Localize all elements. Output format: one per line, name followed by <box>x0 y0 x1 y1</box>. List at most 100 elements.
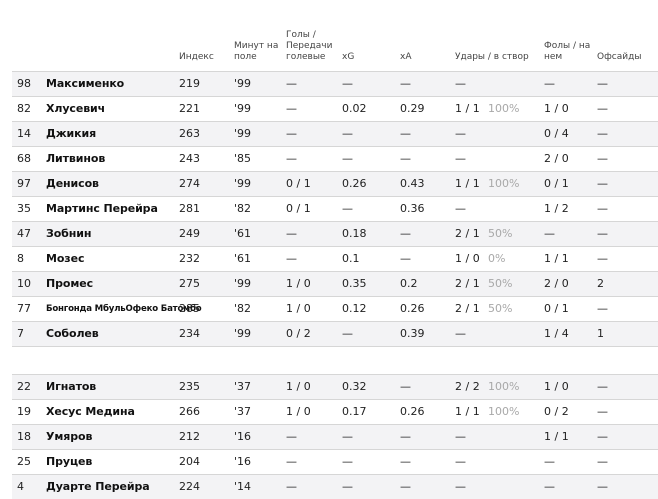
goals-assists: 0 / 2 <box>286 327 311 340</box>
xg-value: — <box>342 127 353 140</box>
xa-value: — <box>400 227 411 240</box>
xg-value: 0.17 <box>342 405 367 418</box>
player-index: 275 <box>179 277 200 290</box>
offsides-value: 1 <box>597 327 604 340</box>
goals-assists: 1 / 0 <box>286 277 311 290</box>
fouls-value: 0 / 2 <box>544 405 569 418</box>
player-name: Денисов <box>46 177 99 190</box>
fouls-value: 0 / 1 <box>544 177 569 190</box>
player-number: 14 <box>17 127 31 140</box>
goals-assists: — <box>286 102 297 115</box>
player-number: 18 <box>17 430 31 443</box>
offsides-value: — <box>597 430 608 443</box>
player-index: 243 <box>179 152 200 165</box>
xa-value: 0.2 <box>400 277 418 290</box>
player-name: Зобнин <box>46 227 92 240</box>
player-name: Максименко <box>46 77 125 90</box>
xa-value: — <box>400 152 411 165</box>
xg-value: 0.35 <box>342 277 367 290</box>
fouls-value: 0 / 4 <box>544 127 569 140</box>
player-index: 204 <box>179 455 200 468</box>
minutes-played: '99 <box>234 102 252 115</box>
minutes-played: '85 <box>234 152 252 165</box>
header-xg: xG <box>342 52 355 62</box>
shots-accuracy: 100% <box>488 177 520 190</box>
offsides-value: — <box>597 152 608 165</box>
offsides-value: — <box>597 405 608 418</box>
shots-accuracy: 100% <box>488 102 520 115</box>
minutes-played: '14 <box>234 480 252 493</box>
minutes-played: '99 <box>234 127 252 140</box>
offsides-value: — <box>597 380 608 393</box>
goals-assists: 0 / 1 <box>286 177 311 190</box>
shots-accuracy: 50% <box>488 302 513 315</box>
xa-value: 0.39 <box>400 327 425 340</box>
shots-on-target: — <box>455 430 466 443</box>
shots-accuracy: 50% <box>488 277 513 290</box>
table-row: 68 Литвинов 243 '85 — — — — 2 / 0 — <box>12 146 658 171</box>
minutes-played: '61 <box>234 227 252 240</box>
substitutes-group: 22 Игнатов 235 '37 1 / 0 0.32 — 2 / 2 100% 1 / 0 —… <box>12 374 658 499</box>
xg-value: 0.12 <box>342 302 367 315</box>
shots-on-target: 2 / 2 <box>455 380 480 393</box>
fouls-value: 2 / 0 <box>544 277 569 290</box>
fouls-value: 1 / 4 <box>544 327 569 340</box>
table-row: 97 Денисов 274 '99 0 / 1 0.26 0.43 1 / 1 100% 0 /… <box>12 171 658 196</box>
goals-assists: — <box>286 430 297 443</box>
player-name: Соболев <box>46 327 99 340</box>
player-number: 8 <box>17 252 24 265</box>
offsides-value: — <box>597 227 608 240</box>
goals-assists: — <box>286 77 297 90</box>
goals-assists: — <box>286 152 297 165</box>
fouls-value: — <box>544 455 555 468</box>
xa-value: 0.43 <box>400 177 425 190</box>
player-index: 212 <box>179 430 200 443</box>
table-row: 4 Дуарте Перейра 224 '14 — — — — — — <box>12 474 658 499</box>
table-row: 25 Пруцев 204 '16 — — — — — — <box>12 449 658 474</box>
player-number: 82 <box>17 102 31 115</box>
player-index: 281 <box>179 202 200 215</box>
table-row: 77 Бонгонда МбульОфеко Батомбо 285 '82 1 / 0… <box>12 296 658 321</box>
shots-on-target: 2 / 1 <box>455 227 480 240</box>
player-name: Хлусевич <box>46 102 106 115</box>
xg-value: 0.18 <box>342 227 367 240</box>
table-row: 19 Хесус Медина 266 '37 1 / 0 0.17 0.26 1 / 1 10… <box>12 399 658 424</box>
player-index: 234 <box>179 327 200 340</box>
goals-assists: 0 / 1 <box>286 202 311 215</box>
header-shots: Удары / в створ <box>455 52 529 62</box>
xa-value: 0.26 <box>400 302 425 315</box>
player-name: Мартинс Перейра <box>46 202 158 215</box>
player-index: 224 <box>179 480 200 493</box>
offsides-value: — <box>597 177 608 190</box>
player-number: 25 <box>17 455 31 468</box>
player-number: 7 <box>17 327 24 340</box>
header-index: Индекс <box>179 52 214 62</box>
player-name: Игнатов <box>46 380 97 393</box>
player-name: Бонгонда МбульОфеко Батомбо <box>46 304 202 314</box>
minutes-played: '37 <box>234 380 252 393</box>
offsides-value: — <box>597 102 608 115</box>
table-row: 8 Мозес 232 '61 — 0.1 — 1 / 0 0% 1 / 1 — <box>12 246 658 271</box>
goals-assists: — <box>286 227 297 240</box>
player-number: 77 <box>17 302 31 315</box>
fouls-value: 1 / 1 <box>544 252 569 265</box>
minutes-played: '82 <box>234 302 252 315</box>
starters-group: 98 Максименко 219'99— — — — — —82 Хлусевич 221'99… <box>12 71 658 346</box>
minutes-played: '99 <box>234 327 252 340</box>
minutes-played: '16 <box>234 430 252 443</box>
xg-value: 0.1 <box>342 252 360 265</box>
fouls-value: 1 / 0 <box>544 380 569 393</box>
player-name: Умяров <box>46 430 93 443</box>
player-number: 35 <box>17 202 31 215</box>
table-row: 18 Умяров 212 '16 — — — — 1 / 1 — <box>12 424 658 449</box>
player-number: 97 <box>17 177 31 190</box>
shots-on-target: 2 / 1 <box>455 277 480 290</box>
table-row: 22 Игнатов 235 '37 1 / 0 0.32 — 2 / 2 100% 1 / 0 — <box>12 374 658 399</box>
header-minutes: Минут на поле <box>234 41 279 62</box>
player-index: 274 <box>179 177 200 190</box>
goals-assists: 1 / 0 <box>286 380 311 393</box>
offsides-value: 2 <box>597 277 604 290</box>
player-number: 10 <box>17 277 31 290</box>
player-name: Хесус Медина <box>46 405 135 418</box>
goals-assists: — <box>286 252 297 265</box>
